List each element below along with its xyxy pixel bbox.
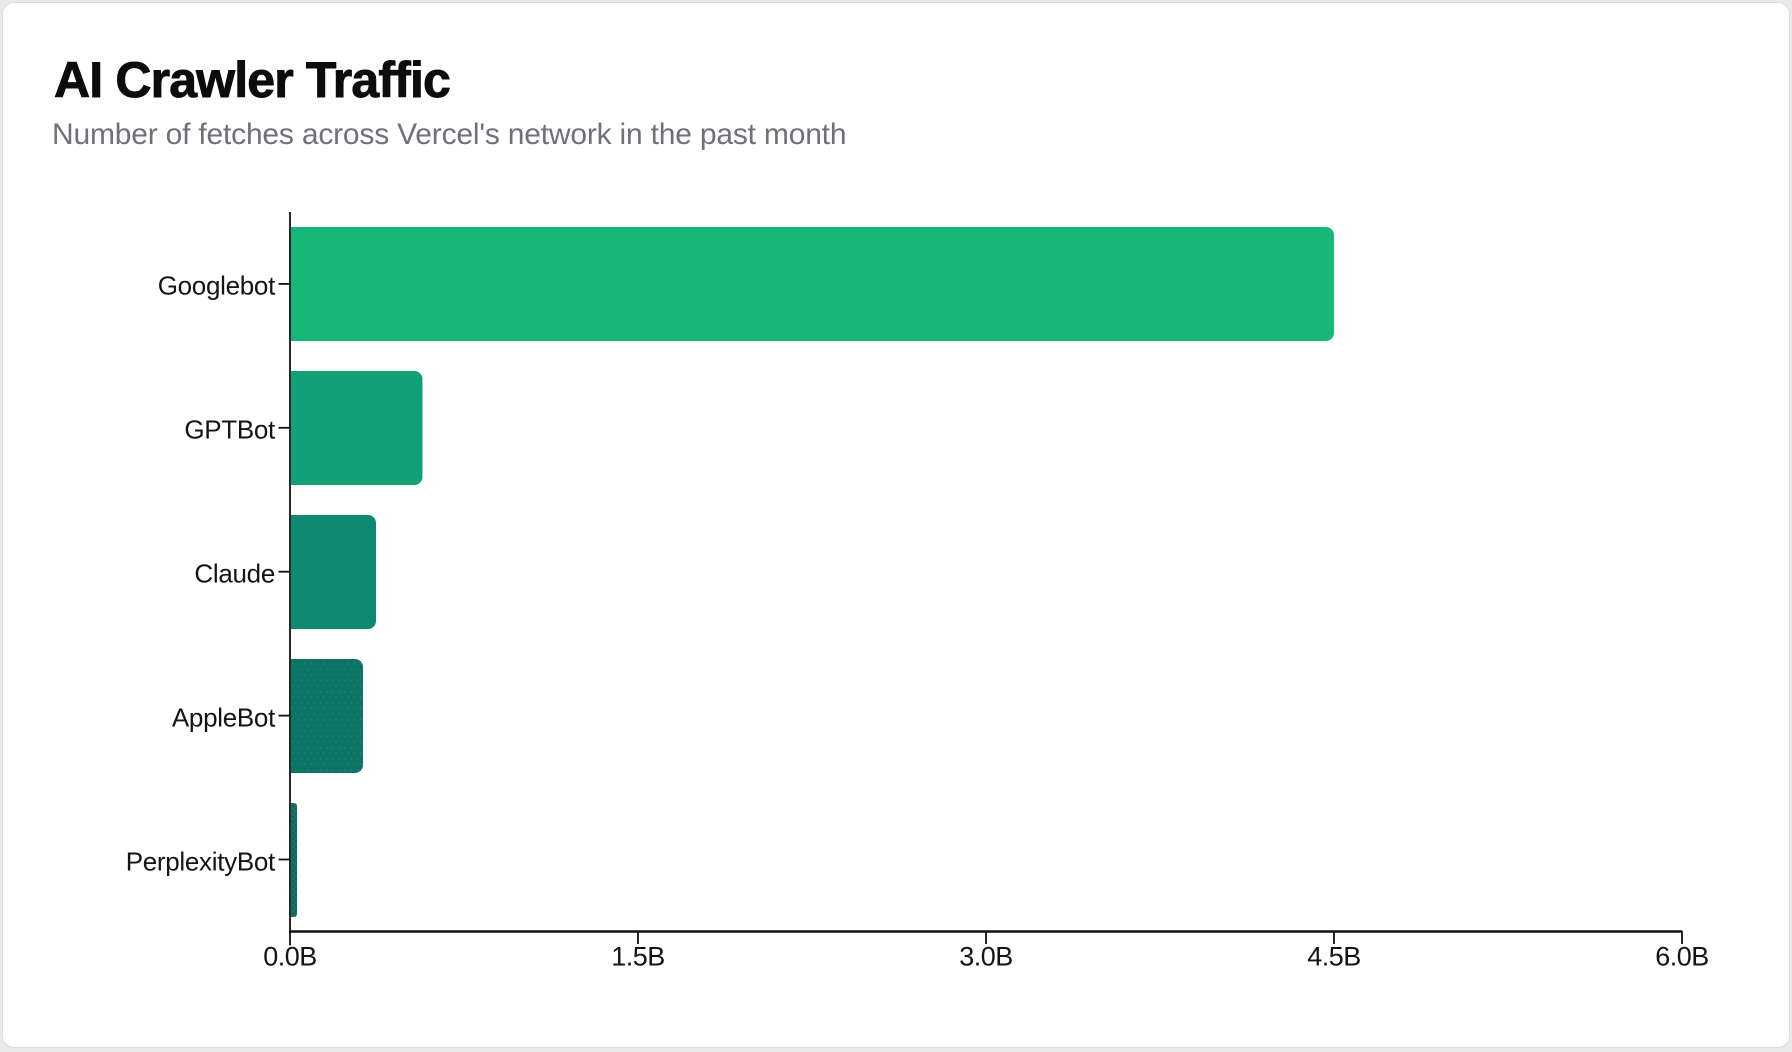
svg-text:1.5B: 1.5B [611, 942, 665, 972]
svg-text:PerplexityBot: PerplexityBot [126, 846, 276, 876]
svg-text:GPTBot: GPTBot [184, 415, 276, 445]
svg-text:4.5B: 4.5B [1307, 942, 1361, 972]
svg-text:AppleBot: AppleBot [172, 702, 276, 732]
svg-text:6.0B: 6.0B [1655, 942, 1709, 972]
svg-text:Googlebot: Googlebot [158, 271, 276, 301]
svg-text:0.0B: 0.0B [263, 942, 317, 972]
svg-text:Claude: Claude [194, 559, 275, 589]
svg-text:3.0B: 3.0B [959, 942, 1013, 972]
